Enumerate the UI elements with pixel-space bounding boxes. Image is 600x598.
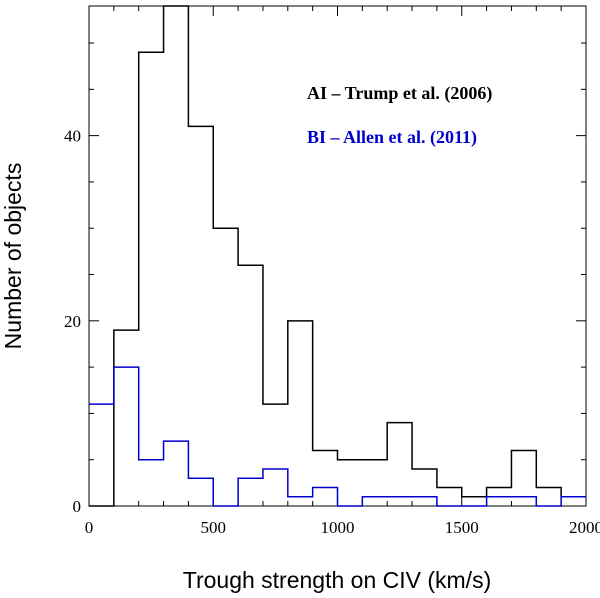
y-tick-label: 20 xyxy=(64,312,81,331)
x-tick-label: 0 xyxy=(85,518,94,537)
tick-labels: 0 500 1000 1500 2000 0 20 40 xyxy=(64,127,600,537)
x-tick-label: 500 xyxy=(201,518,227,537)
axis-ticks xyxy=(88,6,587,507)
legend-entry-bi: BI – Allen et al. (2011) xyxy=(307,127,477,148)
x-tick-label: 1000 xyxy=(321,518,355,537)
y-tick-label: 40 xyxy=(64,127,81,146)
legend-entry-ai: AI – Trump et al. (2006) xyxy=(307,83,492,104)
x-axis-title: Trough strength on CIV (km/s) xyxy=(183,567,491,593)
x-tick-label: 2000 xyxy=(569,518,600,537)
series-ai-histogram xyxy=(89,5,586,507)
x-tick-label: 1500 xyxy=(445,518,479,537)
y-tick-label: 0 xyxy=(73,497,82,516)
series-bi-histogram xyxy=(89,366,586,507)
plot-frame xyxy=(88,5,587,507)
histogram-series xyxy=(89,5,586,507)
y-axis-title: Number of objects xyxy=(0,163,26,350)
